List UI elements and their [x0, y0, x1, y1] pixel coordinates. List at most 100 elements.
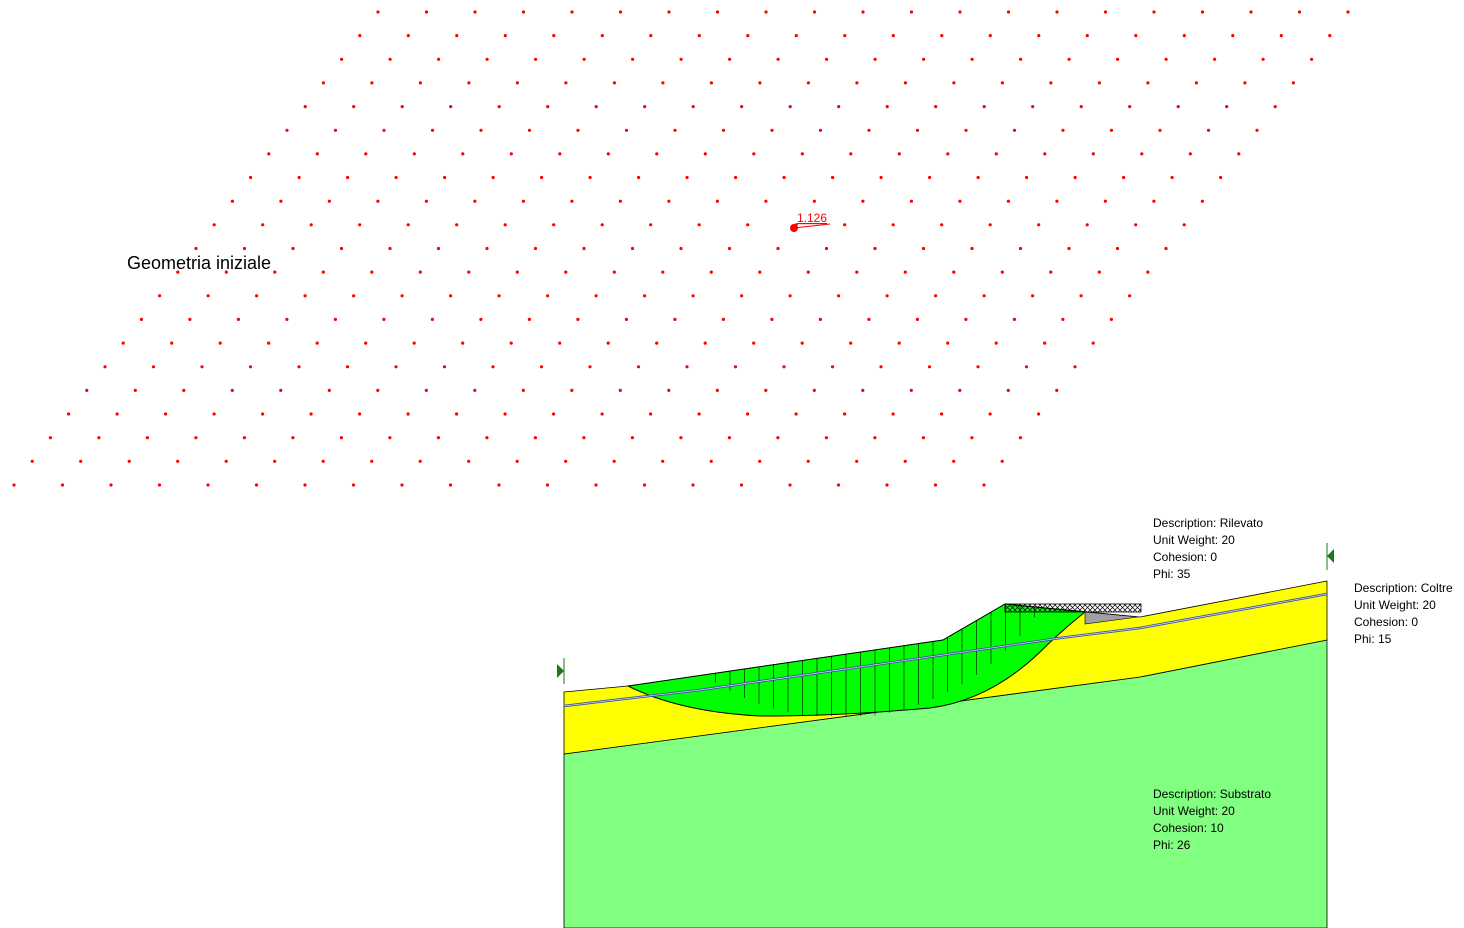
grid-point	[224, 459, 228, 463]
grid-point	[309, 223, 313, 227]
grid-point	[642, 483, 647, 487]
grid-point	[661, 270, 665, 274]
material-label-substrato: Description: Substrato Unit Weight: 20 C…	[1153, 786, 1271, 854]
grid-point	[467, 270, 471, 274]
grid-point	[1079, 105, 1083, 109]
grid-point	[1043, 341, 1047, 345]
grid-point	[703, 341, 707, 345]
grid-point	[715, 388, 719, 392]
grid-point	[879, 365, 883, 369]
grid-point	[727, 436, 732, 440]
material-unit-weight: Unit Weight: 20	[1354, 598, 1436, 612]
grid-point	[921, 436, 926, 440]
grid-point	[279, 388, 283, 392]
grid-point	[485, 57, 489, 61]
grid-point	[285, 128, 289, 132]
grid-point	[1006, 10, 1011, 14]
grid-point	[752, 341, 756, 345]
grid-point	[333, 317, 337, 321]
grid-point	[1109, 317, 1113, 321]
grid-point	[885, 483, 889, 487]
grid-point	[697, 412, 701, 416]
grid-point	[48, 436, 53, 440]
grid-point	[1115, 246, 1120, 251]
grid-point	[315, 152, 319, 156]
grid-point	[764, 199, 768, 203]
grid-point	[588, 175, 592, 180]
grid-point	[1085, 34, 1089, 38]
grid-point	[958, 10, 962, 14]
grid-point	[1091, 152, 1095, 156]
grid-point	[449, 105, 453, 109]
grid-point	[788, 105, 792, 109]
grid-point	[157, 483, 162, 487]
grid-point	[85, 388, 89, 392]
grid-point	[588, 365, 592, 369]
grid-point	[1091, 341, 1095, 345]
grid-point	[388, 436, 392, 440]
grid-point	[1152, 199, 1156, 203]
grid-point	[831, 175, 835, 180]
grid-point	[946, 341, 950, 345]
grid-point	[1012, 317, 1017, 321]
grid-point	[940, 34, 944, 38]
grid-point	[1158, 128, 1162, 132]
grid-point	[964, 128, 968, 132]
grid-point	[145, 436, 149, 440]
grid-point	[697, 223, 701, 227]
grid-point	[794, 412, 798, 416]
grid-point	[303, 294, 307, 298]
grid-point	[631, 57, 635, 61]
grid-point	[254, 483, 259, 487]
grid-point	[885, 294, 889, 298]
grid-point	[339, 436, 343, 440]
grid-point	[746, 412, 750, 416]
grid-point	[1219, 175, 1223, 180]
grid-point	[982, 294, 986, 298]
grid-point	[600, 412, 604, 416]
grid-point	[406, 34, 410, 38]
grid-point	[976, 365, 980, 369]
grid-point	[624, 317, 629, 321]
grid-point	[291, 436, 295, 440]
grid-point	[903, 270, 907, 274]
grid-point	[649, 223, 653, 227]
grid-point	[1279, 34, 1283, 38]
grid-point	[655, 152, 659, 156]
grid-point	[964, 317, 968, 321]
grid-point	[1073, 175, 1077, 180]
grid-point	[479, 128, 483, 132]
grid-point	[558, 152, 562, 156]
grid-point	[321, 81, 325, 85]
grid-point	[1346, 10, 1350, 14]
grid-point	[376, 10, 380, 14]
grid-point	[867, 128, 871, 132]
grid-point	[497, 483, 501, 487]
grid-point	[1176, 105, 1180, 109]
grid-point	[321, 270, 325, 274]
grid-point	[527, 128, 532, 132]
material-cohesion: Cohesion: 10	[1153, 821, 1224, 835]
critical-center: 1.126	[790, 211, 831, 232]
grid-point	[358, 223, 362, 227]
grid-point	[436, 436, 440, 440]
grid-point	[352, 294, 356, 298]
grid-point	[534, 57, 538, 61]
grid-point	[643, 105, 647, 109]
grid-point	[545, 483, 550, 487]
grid-point	[376, 388, 380, 392]
grid-point	[624, 128, 629, 132]
grid-point	[855, 270, 859, 274]
grid-point	[497, 294, 501, 298]
grid-point	[800, 152, 804, 156]
material-description: Description: Rilevato	[1153, 516, 1264, 530]
grid-point	[539, 365, 544, 369]
grid-point	[261, 412, 265, 416]
grid-point	[958, 388, 962, 392]
grid-point	[540, 175, 544, 180]
grid-point	[194, 246, 198, 251]
grid-point	[909, 10, 914, 14]
right-boundary-marker	[1326, 543, 1334, 570]
grid-point	[715, 10, 720, 14]
grid-point	[279, 199, 283, 203]
